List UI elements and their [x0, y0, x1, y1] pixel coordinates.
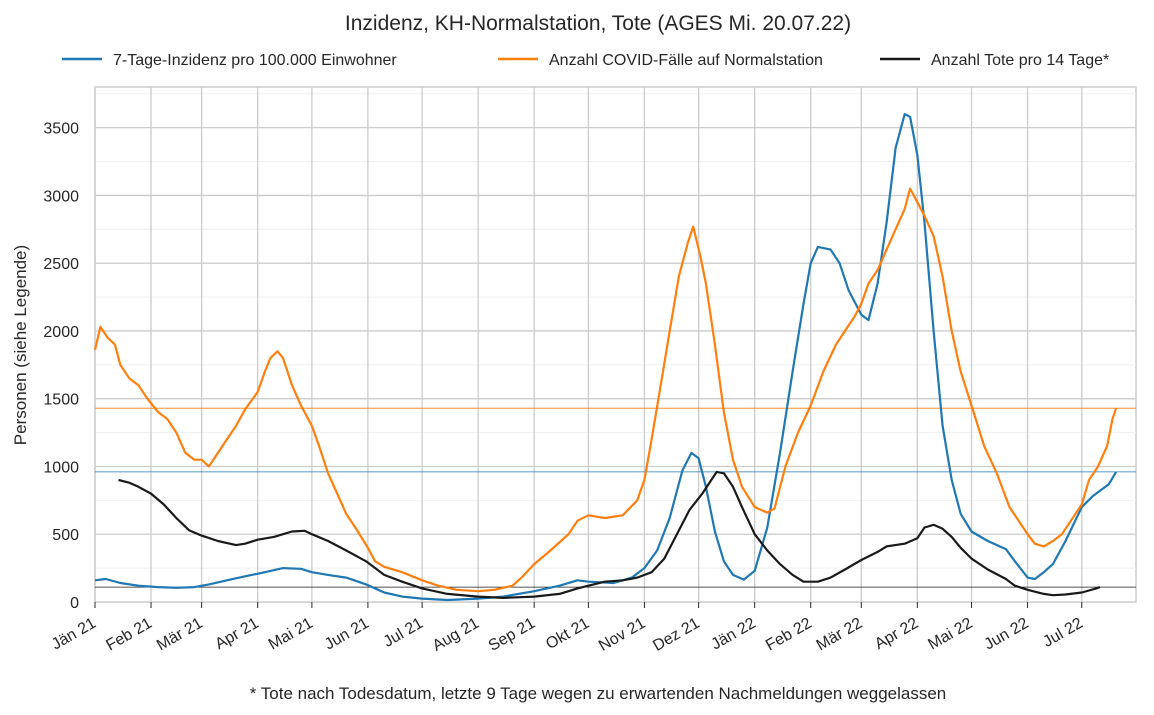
y-axis-ticks: 0 500 1000 1500 2000 2500 3000 3500 — [43, 121, 79, 612]
series-line — [93, 187, 1118, 593]
y-tick-label: 500 — [52, 527, 79, 544]
series-lines — [93, 113, 1118, 602]
y-tick-label: 0 — [70, 595, 79, 612]
legend-label: 7-Tage-Inzidenz pro 100.000 Einwohner — [113, 52, 397, 69]
y-tick-label: 3000 — [43, 188, 79, 205]
series-line — [94, 113, 1118, 602]
y-axis-label: Personen (siehe Legende) — [11, 245, 30, 445]
y-tick-label: 3500 — [43, 121, 79, 138]
grid-lines — [94, 87, 1136, 602]
y-tick-label: 2500 — [43, 256, 79, 273]
legend-label: Anzahl Tote pro 14 Tage* — [931, 52, 1109, 69]
y-tick-label: 1000 — [43, 459, 79, 476]
legend: 7-Tage-Inzidenz pro 100.000 Einwohner Anz… — [62, 52, 1109, 69]
reference-lines — [95, 407, 1136, 588]
chart-footnote: * Tote nach Todesdatum, letzte 9 Tage we… — [250, 684, 947, 703]
chart-title: Inzidenz, KH-Normalstation, Tote (AGES M… — [345, 12, 851, 35]
y-tick-label: 2000 — [43, 324, 79, 341]
series-line — [118, 470, 1101, 599]
legend-label: Anzahl COVID-Fälle auf Normalstation — [549, 52, 823, 69]
y-tick-label: 1500 — [43, 392, 79, 409]
